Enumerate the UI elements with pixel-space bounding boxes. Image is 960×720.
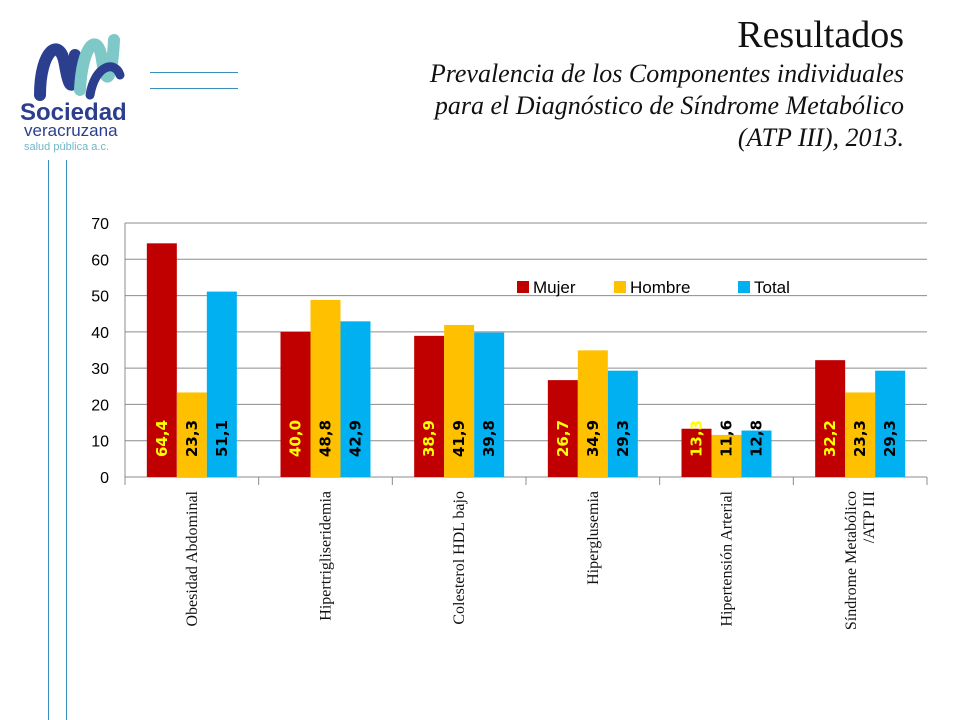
y-tick-label: 70 xyxy=(91,216,109,233)
bar-total xyxy=(741,430,772,477)
logo: Sociedad veracruzana salud pública a.c. xyxy=(20,34,127,153)
deco-line-h2 xyxy=(150,88,238,89)
y-tick-label: 20 xyxy=(91,397,109,414)
category-label: /ATP III xyxy=(861,491,878,543)
category-label: Hipertrigliseridemia xyxy=(318,491,335,621)
category-label: Colesterol HDL bajo xyxy=(451,491,468,625)
legend-label: Hombre xyxy=(630,278,690,297)
y-tick-label: 50 xyxy=(91,289,109,306)
y-tick-label: 40 xyxy=(91,325,109,342)
bar-mujer xyxy=(547,380,578,477)
bar-mujer xyxy=(414,335,445,477)
bar-hombre xyxy=(310,299,341,477)
subtitle-line: (ATP III), 2013. xyxy=(737,123,904,152)
data-label: 42,9 xyxy=(347,420,365,457)
legend-swatch xyxy=(614,281,626,293)
data-label: 38,9 xyxy=(420,420,438,457)
bar-mujer xyxy=(681,428,712,477)
data-label: 26,7 xyxy=(554,420,572,457)
bar-hombre xyxy=(176,392,207,477)
data-label: 29,3 xyxy=(881,420,899,457)
y-tick-label: 60 xyxy=(91,252,109,269)
bar-total xyxy=(474,332,505,477)
bar-total xyxy=(875,370,906,477)
legend-swatch xyxy=(738,281,750,293)
subtitle-line: para el Diagnóstico de Síndrome Metabóli… xyxy=(434,91,904,120)
logo-name: Sociedad xyxy=(20,99,127,126)
data-label: 40,0 xyxy=(287,420,305,457)
data-label: 48,8 xyxy=(317,420,335,457)
deco-line-v2 xyxy=(66,160,67,720)
bar-mujer xyxy=(815,360,846,477)
logo-line2: veracruzana xyxy=(24,121,118,140)
y-tick-label: 0 xyxy=(100,470,109,487)
header: Resultados Prevalencia de los Componente… xyxy=(304,12,904,154)
data-label: 12,8 xyxy=(748,420,766,457)
legend-swatch xyxy=(517,281,529,293)
subtitle-line: Prevalencia de los Componentes individua… xyxy=(429,59,904,88)
data-label: 51,1 xyxy=(213,420,231,457)
deco-line-h1 xyxy=(150,72,238,73)
page-title: Resultados xyxy=(737,14,904,56)
data-label: 23,3 xyxy=(851,420,869,457)
logo-line3: salud pública a.c. xyxy=(24,141,109,153)
bar-total xyxy=(206,291,237,477)
legend-label: Total xyxy=(754,278,790,297)
data-label: 23,3 xyxy=(183,420,201,457)
bar-mujer xyxy=(146,243,177,477)
data-label: 34,9 xyxy=(584,420,602,457)
bar-total xyxy=(340,321,371,477)
category-label: Hipertensión Arterial xyxy=(719,490,736,626)
bar-hombre xyxy=(845,392,876,477)
category-label: Hiperglusemia xyxy=(585,491,602,585)
bar-total xyxy=(607,370,638,477)
y-tick-label: 30 xyxy=(91,361,109,378)
data-label: 29,3 xyxy=(614,420,632,457)
y-tick-label: 10 xyxy=(91,434,109,451)
bar-hombre xyxy=(577,350,608,477)
data-label: 32,2 xyxy=(821,420,839,457)
bar-mujer xyxy=(280,331,311,477)
data-label: 39,8 xyxy=(480,420,498,457)
bar-hombre xyxy=(711,434,742,477)
data-label: 11,6 xyxy=(718,420,736,457)
sv-logo-mark-icon xyxy=(34,34,125,101)
page-subtitle: Prevalencia de los Componentes individua… xyxy=(304,58,904,154)
category-label: Síndrome Metabólico xyxy=(843,491,860,630)
data-label: 13,3 xyxy=(688,420,706,457)
deco-line-v1 xyxy=(48,160,49,720)
legend-label: Mujer xyxy=(533,278,576,297)
bar-hombre xyxy=(444,324,475,477)
data-label: 64,4 xyxy=(153,420,171,457)
category-label: Obesidad Abdominal xyxy=(184,490,201,626)
data-label: 41,9 xyxy=(450,420,468,457)
